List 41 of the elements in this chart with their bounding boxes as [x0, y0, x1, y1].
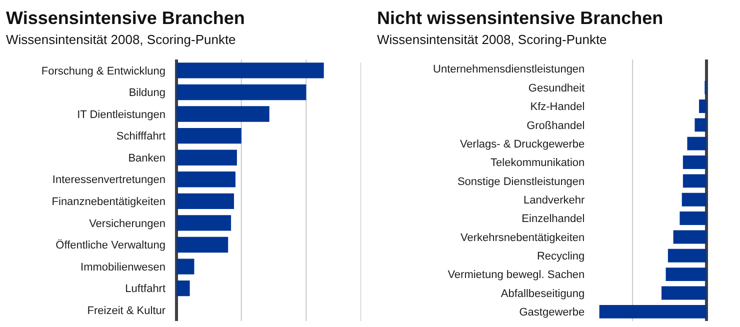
y-tick-label: Finanznebentätigkeiten — [52, 196, 166, 208]
bar — [176, 150, 237, 166]
bar — [176, 236, 228, 253]
y-tick-label: Sonstige Dienstleistungen — [457, 176, 585, 188]
y-tick-label: Gastgewerbe — [519, 306, 585, 319]
y-tick-label: Vermietung bewegl. Sachen — [448, 269, 585, 282]
y-tick-label: Freizeit & Kultur — [87, 304, 166, 317]
y-tick-label: Forschung & Entwicklung — [41, 65, 166, 78]
chart-title: Wissensintensive Branchen — [6, 8, 245, 28]
bar — [176, 193, 234, 210]
y-tick-label: Interessenvertretungen — [52, 174, 166, 186]
bar — [176, 62, 324, 78]
y-tick-label: Telekommunikation — [490, 157, 585, 170]
y-tick-label: Gesundheit — [528, 82, 585, 94]
y-tick-label: IT Dientleistungen — [77, 108, 166, 121]
y-tick-label: Kfz-Handel — [530, 101, 585, 114]
y-tick-label: Recycling — [536, 250, 585, 262]
y-tick-label: Verlags- & Druckgewerbe — [460, 138, 585, 150]
text: Wissensintensität 2008, Scoring-Punkte — [377, 32, 607, 47]
y-tick-label: Landverkehr — [524, 194, 586, 206]
y-tick-label: Immobilienwesen — [80, 261, 166, 274]
y-tick-label: Einzelhandel — [522, 213, 585, 226]
y-tick-label: Bildung — [128, 87, 166, 100]
bar — [176, 84, 306, 100]
y-tick-label: Unternehmensdienstleistungen — [433, 64, 585, 76]
bar — [176, 172, 236, 188]
y-tick-label: Öffentliche Verwaltung — [56, 238, 166, 252]
bar — [176, 106, 270, 122]
y-tick-label: Großhandel — [526, 120, 585, 132]
bar — [176, 258, 194, 274]
chart-subtitle: Wissensintensität 2008, Scoring-Punkte — [6, 32, 236, 47]
bar — [176, 128, 242, 144]
y-tick-label: Verkehrsnebentätigkeiten — [460, 232, 585, 244]
y-tick-label: Schifffahrt — [116, 130, 166, 143]
y-tick-label: Luftfahrt — [125, 283, 166, 296]
bar — [176, 215, 232, 231]
y-tick-label: Banken — [128, 152, 166, 164]
bar — [176, 280, 190, 296]
y-tick-label: Abfallbeseitigung — [500, 288, 585, 300]
y-tick-label: Versicherungen — [89, 218, 166, 230]
chart-title: Nicht wissensintensive Branchen — [377, 8, 664, 28]
